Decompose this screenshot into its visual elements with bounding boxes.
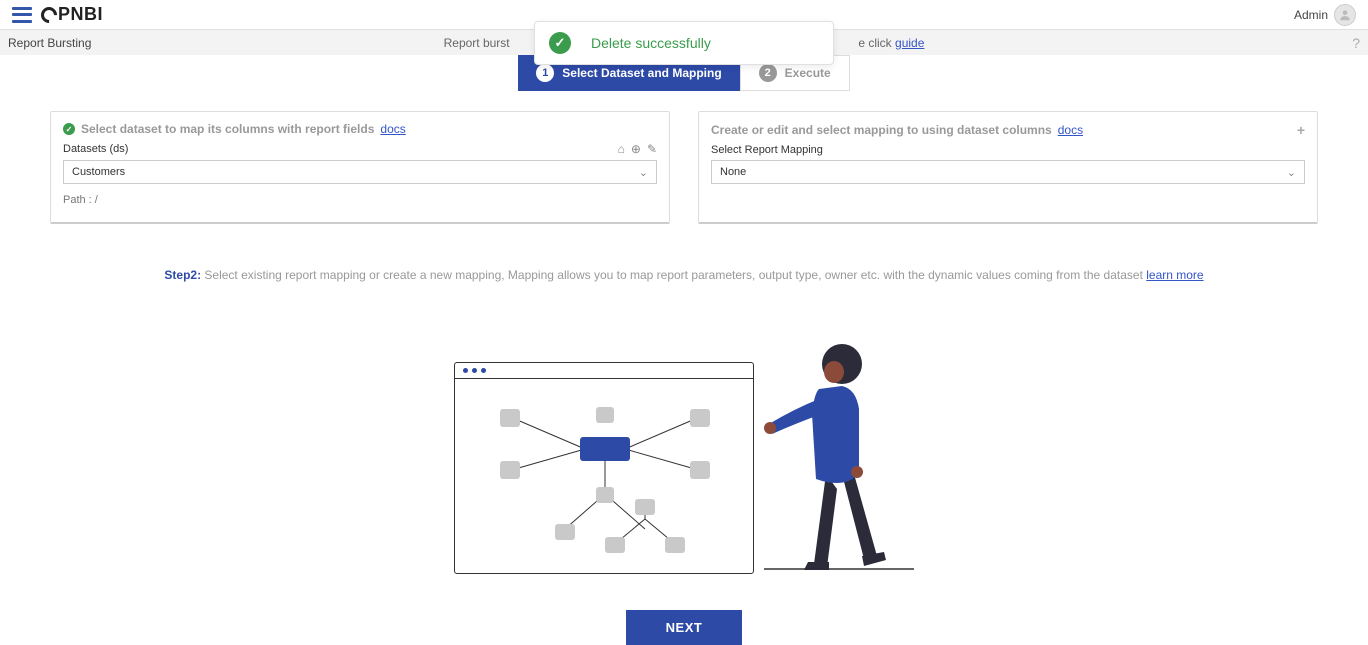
step2-text: Select existing report mapping or create… (201, 268, 1146, 282)
mapping-dropdown[interactable]: None ⌄ (711, 160, 1305, 184)
mapping-diagram-icon (455, 379, 755, 575)
window-dots-icon (455, 363, 753, 379)
step-1-number: 1 (536, 64, 554, 82)
mapping-field-label: Select Report Mapping (711, 144, 1305, 156)
admin-area[interactable]: Admin (1294, 4, 1356, 26)
toast-message: Delete successfully (591, 35, 711, 51)
datasets-dropdown[interactable]: Customers ⌄ (63, 160, 657, 184)
datasets-selected: Customers (72, 166, 125, 178)
sub-bar-suffix: e click (858, 36, 895, 50)
panels-row: Select dataset to map its columns with r… (0, 111, 1368, 224)
next-button[interactable]: NEXT (626, 610, 743, 645)
datasets-panel-header: Select dataset to map its columns with r… (63, 122, 657, 136)
logo-circle-icon (38, 3, 61, 26)
guide-link[interactable]: guide (895, 36, 924, 50)
step2-instruction: Step2: Select existing report mapping or… (0, 268, 1368, 282)
step2-label: Step2: (164, 268, 201, 282)
home-icon[interactable]: ⌂ (618, 142, 625, 156)
toast: Delete successfully (534, 21, 834, 65)
mapping-selected: None (720, 166, 746, 178)
step-2-label: Execute (785, 66, 831, 80)
datasets-heading: Select dataset to map its columns with r… (81, 122, 374, 136)
sub-bar-prefix: Report burst (444, 36, 510, 50)
admin-label: Admin (1294, 8, 1328, 22)
illustration (0, 294, 1368, 574)
page-title: Report Bursting (8, 36, 91, 50)
datasets-label-text: Datasets (ds) (63, 143, 128, 155)
dataset-path: Path : / (63, 194, 657, 206)
datasets-panel: Select dataset to map its columns with r… (50, 111, 670, 224)
learn-more-link[interactable]: learn more (1146, 268, 1203, 282)
mapping-docs-link[interactable]: docs (1058, 123, 1083, 137)
avatar-icon[interactable] (1334, 4, 1356, 26)
diagram-window (454, 362, 754, 574)
logo[interactable]: PNBI (40, 4, 103, 25)
step-1-label: Select Dataset and Mapping (562, 66, 721, 80)
logo-text: PNBI (58, 4, 103, 25)
edit-icon[interactable]: ✎ (647, 142, 657, 156)
datasets-field-label: Datasets (ds) ⌂ ⊕ ✎ (63, 142, 657, 156)
chevron-down-icon: ⌄ (639, 166, 648, 179)
mapping-panel: Create or edit and select mapping to usi… (698, 111, 1318, 224)
person-illustration-icon (764, 294, 914, 574)
plus-icon[interactable]: + (1297, 122, 1305, 138)
menu-icon[interactable] (12, 7, 32, 23)
datasets-docs-link[interactable]: docs (380, 122, 405, 136)
check-icon (63, 123, 75, 135)
chevron-down-icon: ⌄ (1287, 166, 1296, 179)
step-2-number: 2 (759, 64, 777, 82)
mapping-label-text: Select Report Mapping (711, 144, 823, 156)
mapping-panel-header: Create or edit and select mapping to usi… (711, 122, 1305, 138)
help-icon[interactable]: ? (1352, 35, 1360, 51)
add-icon[interactable]: ⊕ (631, 142, 641, 156)
success-check-icon (549, 32, 571, 54)
mapping-heading: Create or edit and select mapping to usi… (711, 123, 1052, 137)
